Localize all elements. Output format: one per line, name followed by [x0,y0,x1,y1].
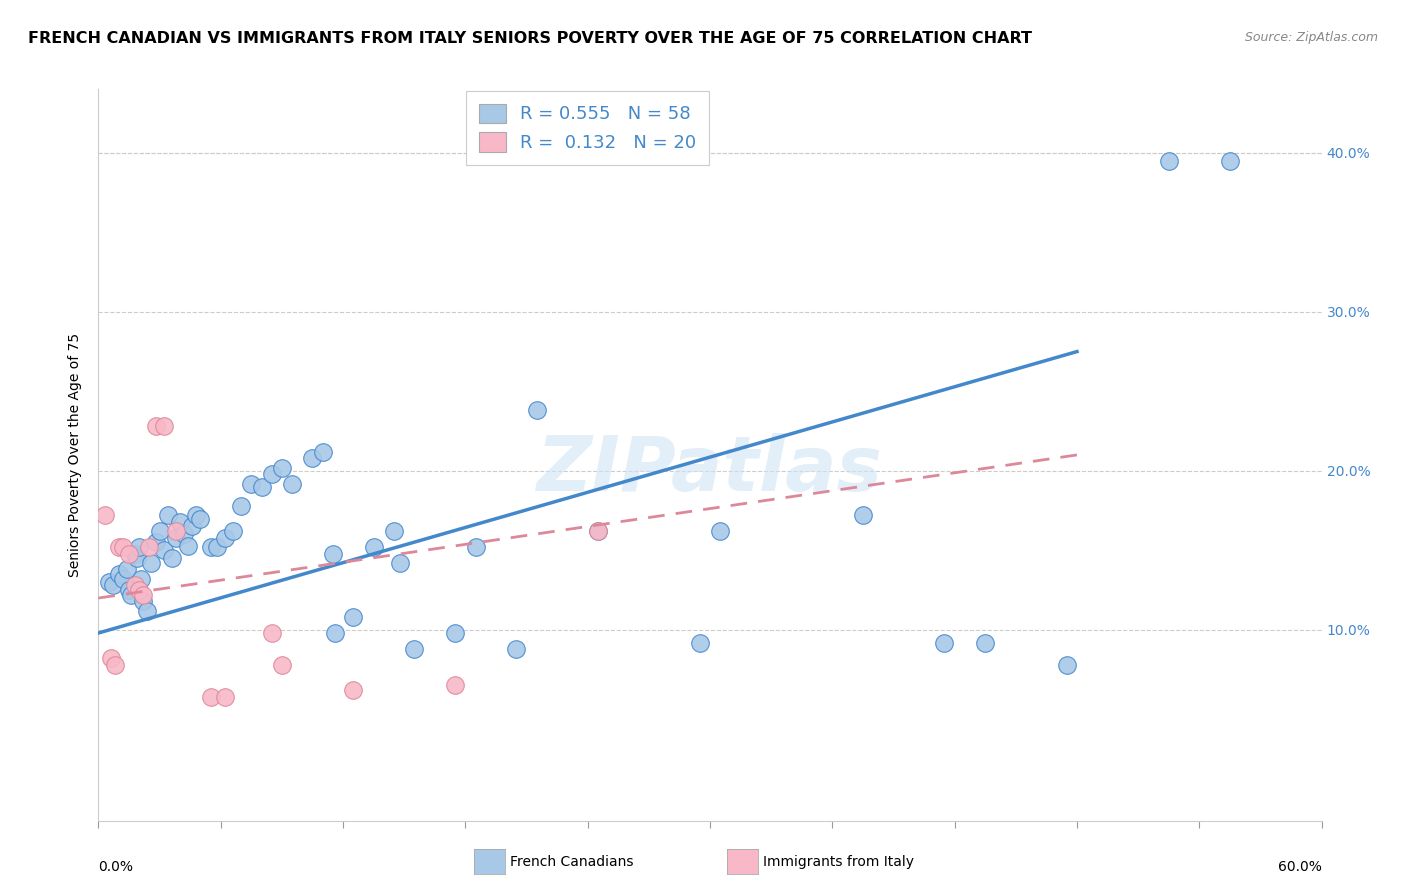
Point [200,540,222,554]
Point [231,499,253,513]
Point [301,451,323,466]
Point [214,531,236,545]
Point [108,540,131,554]
Point [342,683,364,698]
Text: FRENCH CANADIAN VS IMMIGRANTS FROM ITALY SENIORS POVERTY OVER THE AGE OF 75 CORR: FRENCH CANADIAN VS IMMIGRANTS FROM ITALY… [28,31,1032,46]
Text: ZIPatlas: ZIPatlas [537,433,883,507]
Point [145,419,167,434]
Point [169,515,191,529]
Point [444,626,467,640]
Legend: R = 0.555   N = 58, R =  0.132   N = 20: R = 0.555 N = 58, R = 0.132 N = 20 [467,91,709,165]
Point [505,641,527,656]
Point [101,578,124,592]
Point [689,635,711,649]
Point [200,690,222,704]
Point [136,604,159,618]
Point [322,547,344,561]
Point [118,583,141,598]
Point [156,508,179,523]
Point [149,524,172,539]
Point [1157,153,1180,168]
Point [100,651,122,665]
Point [586,524,609,539]
Point [240,476,263,491]
Point [323,626,346,640]
Point [260,626,283,640]
Y-axis label: Seniors Poverty Over the Age of 75: Seniors Poverty Over the Age of 75 [69,333,83,577]
Point [281,476,304,491]
Point [363,540,385,554]
Point [97,575,120,590]
Point [128,583,150,598]
Point [222,524,245,539]
Point [1219,153,1241,168]
Text: 60.0%: 60.0% [1278,861,1322,874]
Point [160,551,183,566]
Point [186,508,208,523]
Point [586,524,609,539]
Point [270,460,294,475]
Text: 0.0%: 0.0% [98,861,134,874]
Point [108,567,131,582]
Text: Source: ZipAtlas.com: Source: ZipAtlas.com [1244,31,1378,45]
Point [111,540,134,554]
Point [270,657,294,672]
Point [526,403,548,417]
Point [188,511,212,525]
Point [129,572,152,586]
Point [173,527,195,541]
Point [111,572,134,586]
Text: Immigrants from Italy: Immigrants from Italy [763,855,914,869]
Point [250,480,273,494]
Point [138,540,160,554]
Point [127,551,149,566]
Point [132,594,155,608]
Point [152,419,174,434]
Point [389,556,412,570]
Point [181,519,204,533]
Point [145,535,167,549]
Point [165,531,187,545]
Point [404,641,426,656]
Point [118,547,141,561]
Point [132,588,155,602]
Point [214,690,236,704]
Point [444,678,467,692]
Point [104,657,127,672]
Point [709,524,731,539]
Point [382,524,405,539]
Point [342,610,364,624]
Point [177,539,200,553]
Point [115,562,138,576]
Point [120,588,142,602]
Point [205,540,228,554]
Point [260,467,283,481]
Point [165,524,187,539]
Point [124,578,146,592]
Point [852,508,875,523]
Text: French Canadians: French Canadians [510,855,634,869]
Point [124,547,146,561]
Point [93,508,115,523]
Point [152,543,174,558]
Point [1056,657,1078,672]
Point [464,540,486,554]
Point [934,635,956,649]
Point [141,556,163,570]
Point [128,540,150,554]
Point [974,635,997,649]
Point [312,444,335,458]
